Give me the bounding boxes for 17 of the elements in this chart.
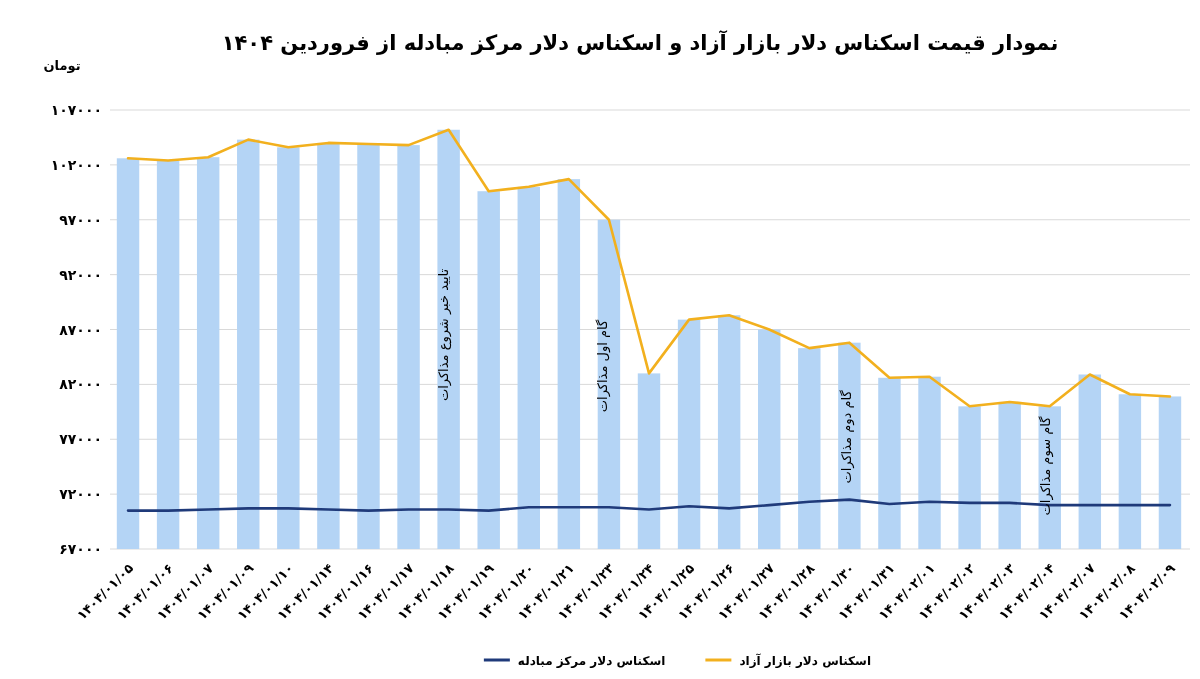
y-tick-label: ۹۷۰۰۰ (59, 211, 102, 228)
y-tick-label: ۹۲۰۰۰ (59, 266, 102, 283)
y-tick-label: ۸۲۰۰۰ (59, 376, 102, 393)
y-tick-label: ۱۰۷۰۰۰ (50, 102, 102, 118)
legend-label: اسکناس دلار بازار آزاد (739, 653, 871, 668)
annotation: گام اول مذاکرات (595, 318, 611, 413)
y-tick-label: ۱۰۲۰۰۰ (50, 156, 102, 173)
annotation: تایید خبر شروع مذاکرات (436, 268, 452, 402)
annotation: گام دوم مذاکرات (839, 389, 855, 484)
y-axis-title: تومان (43, 58, 81, 73)
y-tick-label: ۷۲۰۰۰ (59, 486, 102, 503)
legend-label: اسکناس دلار مرکز مبادله (517, 654, 666, 668)
y-tick-label: ۷۷۰۰۰ (59, 431, 102, 448)
y-tick-label: ۸۷۰۰۰ (59, 321, 102, 338)
chart-title: نمودار قیمت اسکناس دلار بازار آزاد و اسکناس دلار مرکز مبادله از فروردین ۱۴۰۴ (221, 30, 1059, 55)
annotation: گام سوم مذاکرات (1038, 415, 1054, 516)
y-tick-label: ۶۷۰۰۰ (59, 541, 102, 557)
